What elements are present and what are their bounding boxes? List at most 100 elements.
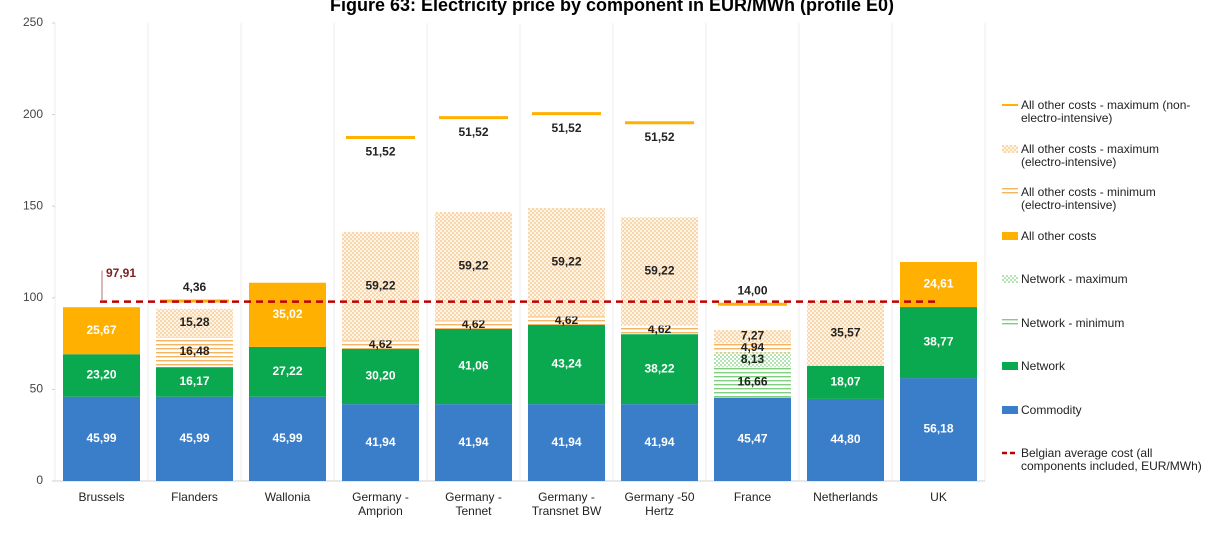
- x-tick-label: Germany - Transnet BW: [531, 490, 602, 518]
- data-label: 7,27: [741, 329, 765, 343]
- legend-item: Commodity: [1002, 402, 1202, 417]
- legend-label: All other costs - minimum (electro-inten…: [1021, 185, 1156, 212]
- legend-label: Network - maximum: [1021, 272, 1128, 286]
- x-tick-label: Germany - Amprion: [352, 490, 409, 518]
- bar-segment: [807, 398, 884, 481]
- data-label: 45,99: [272, 431, 302, 445]
- bar-segment: [342, 404, 419, 481]
- bar-segment: [900, 307, 977, 379]
- bar-segment: [621, 334, 698, 405]
- x-tick-label: Flanders: [171, 490, 218, 504]
- bar-segment: [900, 261, 977, 308]
- data-label: 16,66: [737, 375, 767, 389]
- x-tick-label: Germany -50 Hertz: [624, 490, 695, 518]
- legend-item: Network - minimum: [1002, 316, 1202, 330]
- legend-item: All other costs: [1002, 228, 1202, 243]
- y-tick-label: 50: [30, 382, 44, 396]
- legend-label: Commodity: [1021, 402, 1082, 417]
- data-label: 41,94: [551, 435, 581, 449]
- data-label: 56,18: [923, 422, 953, 436]
- data-label: 35,02: [272, 307, 302, 321]
- x-tick-label: France: [733, 490, 772, 504]
- chart-title: Figure 63: Electricity price by componen…: [330, 0, 894, 15]
- data-label: 14,00: [737, 283, 767, 297]
- bar-segment: [435, 404, 512, 481]
- bar-segment: [528, 404, 605, 481]
- bar-segment: [156, 367, 233, 397]
- data-label: 27,22: [272, 364, 302, 378]
- legend-swatch-fill: [1002, 231, 1018, 240]
- data-label: 38,22: [644, 361, 674, 375]
- data-label: 16,48: [179, 344, 209, 358]
- bar-segment: [714, 367, 791, 398]
- data-label: 41,94: [365, 435, 395, 449]
- legend-swatch: [1002, 362, 1018, 370]
- data-label: 51,52: [644, 130, 674, 144]
- bar-segment: [714, 329, 791, 344]
- bar-segment: [621, 217, 698, 326]
- bar-segment: [900, 378, 977, 481]
- data-label: 4,36: [183, 280, 207, 294]
- data-label: 51,52: [551, 121, 581, 135]
- legend-swatch: [1002, 104, 1018, 106]
- legend-label: All other costs - maximum (non-electro-i…: [1021, 98, 1191, 125]
- bar-segment: [63, 354, 140, 397]
- bar-segment: [435, 328, 512, 405]
- data-label: 51,52: [458, 125, 488, 139]
- bar-segment: [714, 352, 791, 368]
- data-label: 41,06: [458, 359, 488, 373]
- data-label: 35,57: [830, 325, 860, 339]
- data-label: 4,94: [741, 340, 765, 354]
- bar-segment: [249, 396, 326, 481]
- x-tick-label: Netherlands: [813, 490, 878, 504]
- legend-swatch-fill: [1002, 362, 1018, 370]
- y-tick-label: 100: [23, 290, 43, 304]
- bar-segment: [249, 282, 326, 347]
- data-label: 30,20: [365, 369, 395, 383]
- data-label: 41,94: [644, 435, 674, 449]
- legend-swatch-fill: [1002, 275, 1018, 283]
- bar-segment: [621, 325, 698, 335]
- legend-swatch: [1002, 451, 1018, 455]
- data-label: 38,77: [923, 335, 953, 349]
- legend-swatch: [1002, 188, 1018, 196]
- data-label: 59,22: [458, 258, 488, 272]
- y-tick-label: 150: [23, 198, 43, 212]
- bar-segment: [156, 396, 233, 481]
- bar-segment: [342, 340, 419, 349]
- x-tick-label: Wallonia: [264, 490, 311, 504]
- y-tick-label: 200: [23, 107, 43, 121]
- legend-swatch: [1002, 144, 1018, 153]
- bar-segment: [249, 346, 326, 397]
- legend-label: Network: [1021, 359, 1066, 373]
- legend-label: All other costs: [1021, 228, 1097, 243]
- bar-segment: [342, 348, 419, 405]
- data-label: 45,47: [737, 432, 767, 446]
- legend-swatch: [1002, 318, 1018, 327]
- bar-segment: [807, 365, 884, 399]
- y-tick-label: 0: [36, 473, 43, 487]
- bar-segment: [528, 207, 605, 317]
- data-label: 25,67: [86, 323, 116, 337]
- bar-segment: [63, 307, 140, 355]
- data-label: 18,07: [830, 375, 860, 389]
- data-label: 23,20: [86, 368, 116, 382]
- data-label: 59,22: [365, 278, 395, 292]
- reference-label: 97,91: [106, 266, 136, 280]
- legend-item: Network - maximum: [1002, 273, 1202, 286]
- data-label: 51,52: [365, 145, 395, 159]
- legend-swatch-fill: [1002, 405, 1018, 414]
- legend-item: All other costs - maximum (electro-inten…: [1002, 141, 1202, 169]
- legend-item: Network: [1002, 360, 1202, 373]
- legend-label: All other costs - maximum (electro-inten…: [1021, 141, 1160, 169]
- data-label: 59,22: [644, 264, 674, 278]
- data-label: 15,28: [179, 315, 209, 329]
- bar-segment: [714, 343, 791, 353]
- data-label: 24,61: [923, 277, 953, 291]
- data-label: 59,22: [551, 254, 581, 268]
- legend-item: All other costs - maximum (non-electro-i…: [1002, 99, 1202, 125]
- bar-segment: [528, 316, 605, 325]
- data-label: 41,94: [458, 435, 488, 449]
- data-label: 43,24: [551, 357, 581, 371]
